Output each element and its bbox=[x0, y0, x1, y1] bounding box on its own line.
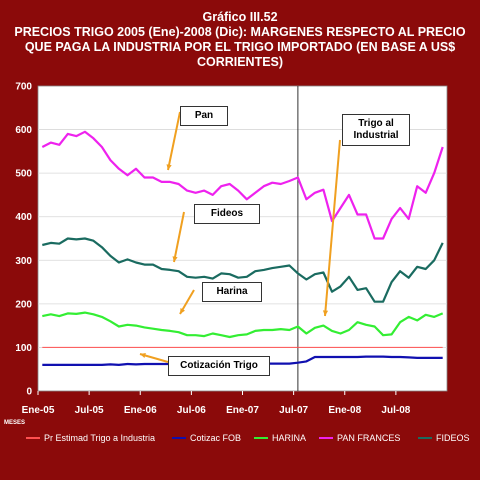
callout-fideos: Fideos bbox=[194, 204, 260, 224]
x-tick-label-5: Jul-07 bbox=[279, 405, 308, 416]
y-tick-label-1: 100 bbox=[15, 343, 32, 354]
callout-arrowhead-2 bbox=[180, 308, 185, 314]
callout-pan-label: Pan bbox=[194, 110, 214, 121]
x-axis-caption: MESES bbox=[4, 420, 26, 426]
callout-arrowhead-3 bbox=[140, 353, 146, 358]
x-tick-label-2: Ene-06 bbox=[124, 405, 157, 416]
legend-swatch-0 bbox=[26, 437, 40, 439]
x-tick-label-1: Jul-05 bbox=[75, 405, 104, 416]
legend: Pr Estimad Trigo a Industria Cotizac FOB H… bbox=[0, 433, 480, 449]
legend-item-1: Cotizac FOB bbox=[172, 433, 241, 443]
legend-label-0: Pr Estimad Trigo a Industria bbox=[44, 433, 156, 443]
chart-title: Gráfico III.52 PRECIOS TRIGO 2005 (Ene)-… bbox=[0, 10, 480, 70]
callout-cotizacion-label: Cotización Trigo bbox=[180, 360, 258, 371]
series-line-4 bbox=[42, 237, 444, 303]
callout-trigo-line2: Industrial bbox=[353, 130, 399, 141]
legend-swatch-3 bbox=[319, 437, 333, 439]
y-tick-label-0: 0 bbox=[26, 387, 32, 398]
legend-item-2: HARINA bbox=[254, 433, 306, 443]
series-line-2 bbox=[42, 311, 444, 339]
callout-arrowhead-0 bbox=[166, 164, 172, 170]
y-tick-label-6: 600 bbox=[15, 125, 32, 136]
callout-arrow-1 bbox=[173, 211, 185, 263]
callout-harina: Harina bbox=[202, 282, 262, 302]
callout-cotizacion: Cotización Trigo bbox=[168, 356, 270, 376]
legend-item-4: FIDEOS bbox=[418, 433, 470, 443]
legend-item-3: PAN FRANCES bbox=[319, 433, 400, 443]
callout-arrowhead-4 bbox=[322, 310, 329, 316]
legend-swatch-2 bbox=[254, 437, 268, 439]
callout-arrow-4 bbox=[324, 139, 341, 317]
callout-fideos-label: Fideos bbox=[210, 208, 244, 219]
x-tick-label-3: Jul-06 bbox=[177, 405, 206, 416]
y-tick-label-7: 700 bbox=[15, 82, 32, 93]
x-tick-label-7: Jul-08 bbox=[381, 405, 410, 416]
callout-pan: Pan bbox=[180, 106, 228, 126]
legend-swatch-1 bbox=[172, 437, 186, 439]
legend-item-0: Pr Estimad Trigo a Industria bbox=[26, 433, 155, 443]
x-tick-label-0: Ene-05 bbox=[22, 405, 55, 416]
chart-title-line1: Gráfico III.52 bbox=[202, 10, 278, 24]
chart-title-line4: CORRIENTES) bbox=[196, 55, 284, 69]
legend-label-1: Cotizac FOB bbox=[190, 433, 242, 443]
y-tick-label-5: 500 bbox=[15, 169, 32, 180]
x-tick-label-6: Ene-08 bbox=[328, 405, 361, 416]
x-tick-label-4: Ene-07 bbox=[226, 405, 259, 416]
chart-title-line2: PRECIOS TRIGO 2005 (Ene)-2008 (Dic): MAR… bbox=[14, 25, 466, 39]
legend-label-4: FIDEOS bbox=[436, 433, 470, 443]
y-tick-label-4: 400 bbox=[15, 212, 32, 223]
legend-swatch-4 bbox=[418, 437, 432, 439]
legend-label-3: PAN FRANCES bbox=[337, 433, 401, 443]
callout-trigo-line1: Trigo al bbox=[358, 118, 394, 129]
legend-label-2: HARINA bbox=[272, 433, 307, 443]
callout-trigo: Trigo al Industrial bbox=[342, 114, 410, 146]
callout-arrow-0 bbox=[167, 111, 181, 171]
chart-title-line3: QUE PAGA LA INDUSTRIA POR EL TRIGO IMPOR… bbox=[24, 40, 456, 54]
series-line-3 bbox=[41, 130, 444, 240]
callout-harina-label: Harina bbox=[216, 286, 248, 297]
callout-arrowhead-1 bbox=[172, 256, 178, 262]
y-tick-label-3: 300 bbox=[15, 256, 32, 267]
y-tick-label-2: 200 bbox=[15, 299, 32, 310]
